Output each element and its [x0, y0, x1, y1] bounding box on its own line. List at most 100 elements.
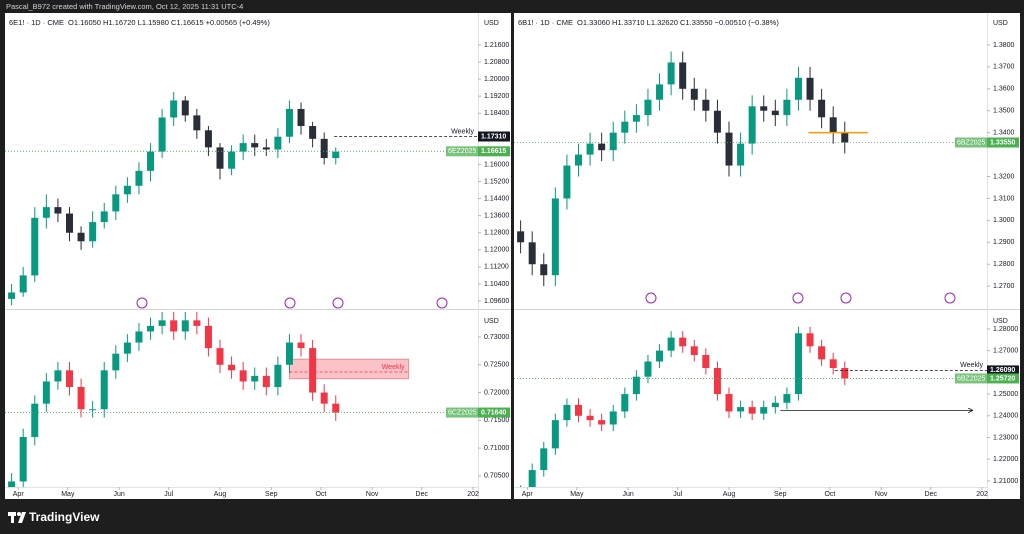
- candle-body: [690, 346, 698, 355]
- candle-body: [8, 481, 16, 487]
- candle-body: [42, 381, 50, 404]
- candle-body: [563, 165, 571, 199]
- x-tick-label: Nov: [875, 491, 888, 498]
- axis-unit: USD: [484, 318, 499, 325]
- y-tick-label: 1.3600: [993, 86, 1015, 93]
- candle-body: [702, 354, 710, 369]
- symbol-title: 6E1! · 1D · CME: [9, 18, 64, 27]
- x-tick-label: May: [570, 491, 584, 498]
- event-icon[interactable]: [136, 297, 148, 309]
- candle-body: [829, 117, 837, 133]
- candle-body: [193, 115, 201, 131]
- event-icon[interactable]: [944, 292, 956, 304]
- x-tick-label: May: [61, 491, 75, 498]
- candle-body: [100, 211, 108, 223]
- candle-body: [285, 108, 293, 137]
- event-icon[interactable]: [645, 292, 657, 304]
- candle-body: [702, 99, 710, 111]
- candle-body: [297, 342, 305, 349]
- level-tag: [987, 365, 1019, 376]
- candle-body: [528, 470, 536, 487]
- candle-body: [760, 106, 768, 111]
- x-tick-label: Aug: [214, 491, 227, 498]
- y-tick-label: 1.15200: [484, 178, 509, 185]
- event-icon[interactable]: [436, 297, 448, 309]
- symbol-tag: [446, 146, 478, 157]
- candle-body: [193, 320, 201, 326]
- candle-body: [274, 136, 282, 150]
- logo-mark: [8, 512, 26, 523]
- price-tag-label: 1.25720: [990, 375, 1015, 382]
- y-tick-label: 1.23000: [993, 434, 1018, 441]
- event-icon[interactable]: [840, 292, 852, 304]
- x-tick-label: Jun: [113, 491, 124, 498]
- left-panel: [5, 13, 511, 499]
- candle-body: [713, 368, 721, 395]
- event-icon[interactable]: [332, 297, 344, 309]
- candle-body: [66, 370, 73, 387]
- price-tag: [478, 407, 510, 418]
- candle-body: [309, 348, 317, 393]
- candle-body: [794, 77, 802, 100]
- symbol-tag-name: 6EZ2025: [448, 148, 477, 155]
- candle-body: [609, 411, 617, 425]
- candle-body: [19, 275, 27, 293]
- axis-unit: USD: [993, 318, 1008, 325]
- candle-body: [551, 420, 559, 449]
- candle-body: [748, 106, 756, 144]
- x-tick-label: Aug: [723, 491, 736, 498]
- candle-body: [644, 99, 652, 116]
- candle-body: [771, 402, 779, 408]
- candle-body: [54, 207, 62, 214]
- ohlc-values: O1.16050 H1.16720 L1.15980 C1.16615 +0.0…: [68, 18, 270, 27]
- candle-body: [818, 99, 826, 118]
- candle-body: [181, 320, 189, 332]
- y-tick-label: 1.14400: [484, 195, 509, 202]
- candle-body: [251, 143, 259, 148]
- candle-body: [19, 437, 27, 482]
- y-tick-label: 1.2800: [993, 261, 1015, 268]
- y-tick-label: 1.3400: [993, 129, 1015, 136]
- candle-body: [170, 100, 178, 118]
- candle-body: [158, 320, 166, 326]
- candle-body: [713, 110, 721, 133]
- candle-body: [228, 364, 236, 371]
- candle-body: [667, 62, 675, 85]
- y-tick-label: 1.12800: [484, 230, 509, 237]
- y-tick-label: 1.20000: [484, 76, 509, 83]
- candle-body: [621, 394, 629, 412]
- candle-body: [563, 404, 571, 421]
- candle-body: [216, 147, 224, 169]
- candle-body: [667, 337, 675, 351]
- candle-body: [147, 151, 155, 171]
- candle-body: [320, 392, 328, 404]
- candle-body: [818, 346, 826, 360]
- candle-body: [656, 350, 664, 362]
- candle-body: [551, 198, 559, 276]
- candle-body: [783, 394, 791, 403]
- candle-body: [586, 143, 594, 155]
- candle-body: [575, 154, 582, 166]
- y-tick-label: 1.13600: [484, 213, 509, 220]
- candle-body: [66, 213, 73, 233]
- candle-body: [632, 115, 640, 122]
- symbol-tag: [955, 373, 987, 384]
- candle-body: [309, 126, 317, 139]
- event-icon[interactable]: [792, 292, 804, 304]
- x-tick-label: Oct: [315, 491, 326, 498]
- pane-overlay: USD 0.73000 0.72500 0.72000 0.71500 0.71000 0.…: [13, 318, 510, 498]
- y-tick-label: 1.24000: [993, 413, 1018, 420]
- candle-body: [228, 151, 236, 169]
- x-tick-label: 202: [976, 491, 988, 498]
- candle-body: [170, 320, 178, 332]
- y-tick-label: 1.3500: [993, 108, 1015, 115]
- x-tick-label: Apr: [13, 491, 25, 498]
- candle-body: [297, 108, 305, 127]
- candle-body: [841, 368, 849, 379]
- level-tag-label: 1.26090: [990, 367, 1015, 374]
- candle-body: [679, 337, 687, 347]
- candle-body: [794, 333, 802, 395]
- pane-overlay: 6E1! · 1D · CME O1.16050 H1.16720 L1.1598…: [9, 18, 510, 305]
- candle-body: [239, 143, 247, 152]
- event-icon[interactable]: [284, 297, 296, 309]
